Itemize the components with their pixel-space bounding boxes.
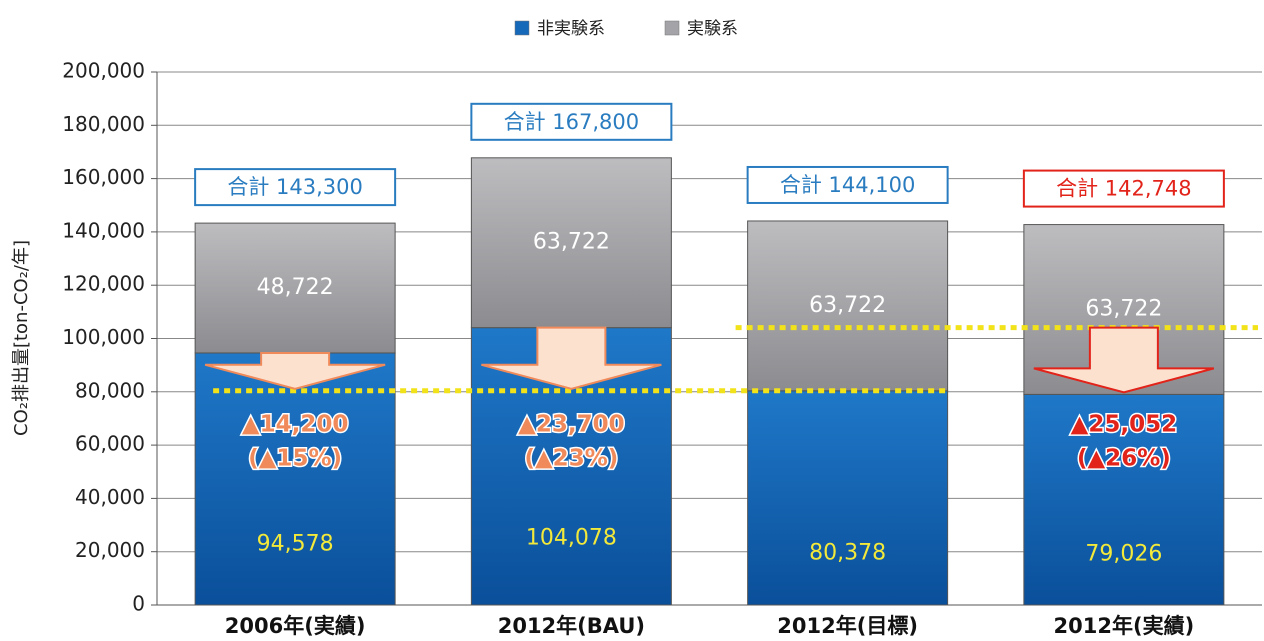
y-tick-label: 0 [132, 592, 145, 616]
reduction-percent: (▲15%) [248, 445, 342, 471]
x-tick-label: 2012年(BAU) [498, 614, 645, 638]
total-box [1022, 169, 1225, 208]
y-tick-label: 140,000 [62, 218, 145, 242]
x-tick-label: 2012年(実績) [1054, 614, 1195, 638]
bar-segment [470, 157, 672, 329]
total-label: 合計 143,300 [227, 175, 363, 199]
y-tick-label: 20,000 [75, 538, 145, 562]
total-label: 合計 142,748 [1056, 177, 1192, 201]
reduction-amount: ▲14,200 [242, 411, 348, 437]
reduction-arrow [1033, 326, 1215, 394]
y-tick-label: 100,000 [62, 325, 145, 349]
x-tick-label: 2006年(実績) [225, 614, 366, 638]
legend-label: 非実験系 [537, 19, 605, 39]
bar-segment [1023, 393, 1225, 606]
bar-segment [747, 390, 949, 606]
total-label: 合計 167,800 [504, 110, 640, 134]
reduction-percent: (▲23%) [524, 445, 618, 471]
value-label: 63,722 [533, 230, 610, 255]
value-label: 80,378 [809, 541, 886, 566]
reduction-percent: (▲26%) [1077, 445, 1171, 471]
reduction-amount: ▲25,052 [1071, 411, 1177, 437]
y-axis-label: CO₂排出量[ton-CO₂/年] [11, 240, 32, 436]
bar-segment [747, 220, 949, 392]
legend-swatch [514, 20, 530, 36]
reduction-arrow [481, 326, 662, 390]
total-box [194, 168, 397, 207]
y-tick-label: 60,000 [75, 432, 145, 456]
x-tick-label: 2012年(目標) [777, 614, 918, 638]
value-label: 104,078 [526, 525, 617, 550]
y-tick-label: 160,000 [62, 165, 145, 189]
value-label: 63,722 [1085, 296, 1162, 321]
y-tick-label: 180,000 [62, 112, 145, 136]
total-box [746, 165, 949, 204]
bar-segment [194, 352, 396, 606]
bar-segment [194, 222, 396, 354]
y-tick-label: 40,000 [75, 485, 145, 509]
y-tick-label: 200,000 [62, 59, 145, 83]
legend-swatch [664, 20, 680, 36]
value-label: 79,026 [1085, 541, 1162, 566]
value-label: 94,578 [257, 532, 334, 557]
value-label: 48,722 [257, 275, 334, 300]
reduction-amount: ▲23,700 [518, 411, 624, 437]
total-label: 合計 144,100 [780, 173, 916, 197]
legend-label: 実験系 [687, 19, 738, 39]
reduction-arrow [204, 351, 386, 390]
y-tick-label: 80,000 [75, 378, 145, 402]
total-box [470, 102, 673, 141]
value-label: 63,722 [809, 293, 886, 318]
y-tick-label: 120,000 [62, 272, 145, 296]
